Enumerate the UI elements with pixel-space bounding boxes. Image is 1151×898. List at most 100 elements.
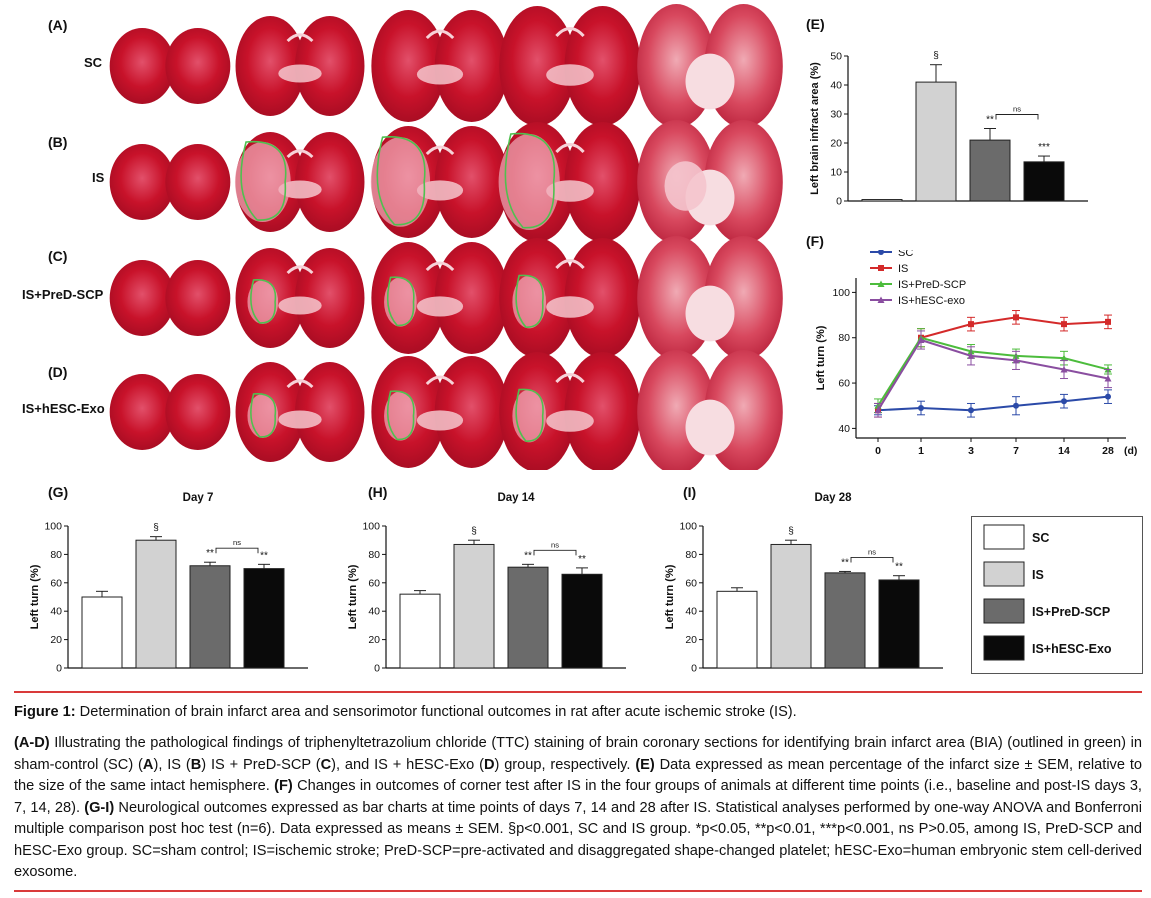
y-axis-label: Left turn (%) [347,564,359,629]
cortex-band [555,373,585,384]
data-point [917,336,925,343]
figure-caption-body: (A-D) Illustrating the pathological find… [14,733,1142,884]
data-point [1012,356,1020,364]
panel-label-c: (C) [48,248,68,264]
y-tick-label: 80 [838,332,850,344]
infarct-outline [386,276,415,327]
significance-mark: ** [986,115,994,126]
y-tick-label: 0 [56,663,62,675]
right-hemisphere [295,362,365,462]
legend-swatch [983,524,1025,550]
row-label-is: IS [92,170,105,185]
series-line [877,336,1109,407]
y-tick-label: 80 [368,549,380,561]
y-tick-label: 40 [50,606,62,618]
significance-mark: § [153,523,159,534]
caption-bold-ref: C [320,756,332,773]
right-hemisphere [165,144,231,220]
x-tick-label: 0 [875,445,881,457]
brainstem [685,399,735,456]
data-point [874,406,882,414]
caption-text: ) group, respectively. [494,756,636,773]
left-hemisphere [109,260,175,336]
significance-mark: § [788,526,794,537]
bar [1023,161,1065,202]
legend-swatch [983,635,1025,661]
x-tick-label: 3 [968,445,974,457]
y-tick-label: 0 [691,663,697,675]
infarct-area [512,389,547,443]
brain-section [498,122,641,242]
significance-mark: § [933,51,939,62]
panel-label-g: (G) [48,484,69,500]
corpus-callosum [278,64,322,83]
panel-label-f: (F) [806,233,824,249]
right-hemisphere [295,248,365,348]
bar [81,596,123,669]
infarct-area [234,142,291,222]
y-tick-label: 0 [374,663,380,675]
data-point [1105,393,1111,400]
legend-label: IS+hESC-Exo [1032,642,1112,656]
bar [507,566,549,669]
corpus-callosum [278,296,322,315]
y-tick-label: 100 [362,521,380,533]
caption-text: ) IS + PreD-SCP ( [201,756,321,773]
y-tick-label: 0 [836,196,842,208]
infarct-outline [376,136,426,226]
left-hemisphere [235,16,305,116]
legend-swatch [983,561,1025,587]
y-tick-label: 20 [368,634,380,646]
bar [861,199,903,202]
y-tick-label: 60 [838,378,850,390]
left-hemisphere [109,28,175,104]
infarct-outline [250,279,277,324]
significance-mark: § [471,526,477,537]
caption-bottom-rule [14,890,1142,892]
y-tick-label: 50 [830,51,842,63]
significance-mark: ** [260,550,268,561]
y-axis-label: Left brain infract area (%) [809,62,821,195]
brain-section [370,126,509,238]
significance-mark: ** [841,557,849,568]
legend-marker [877,296,885,303]
caption-text: Illustrating the pathological findings o… [14,735,1142,773]
infarct-area [664,161,707,211]
data-point [1061,321,1067,328]
brain-section [637,236,783,360]
data-point [1061,398,1067,405]
brain-section [499,352,641,470]
significance-mark: ** [578,554,586,565]
x-tick-label: 28 [1102,445,1114,457]
cortex-band [286,149,314,159]
cortex-band [286,33,314,43]
infarct-area [498,134,560,230]
brain-section [499,238,641,358]
panel-label-i: (I) [683,484,697,500]
brainstem [685,53,735,110]
data-point [1104,375,1112,382]
brain-section [499,6,641,126]
legend-swatch [983,598,1025,624]
infarct-outline [240,140,287,221]
bar [716,590,758,669]
cortex-band [555,27,585,38]
corpus-callosum [546,296,594,318]
chart-title: Day 7 [183,492,214,504]
significance-mark: ** [206,548,214,559]
bar [770,543,812,669]
figure-label: Figure 1: [14,704,76,720]
group-legend: SC IS IS+PreD-SCP IS+hESC-Exo [971,516,1143,674]
infarct-area [384,391,417,441]
panel-label-h: (H) [368,484,388,500]
bar [243,568,285,669]
infarct-outline [250,393,277,438]
cortex-band [286,265,314,275]
left-hemisphere [109,374,175,450]
y-tick-label: 40 [830,80,842,92]
brain-section [109,28,231,104]
cortex-band [425,375,455,386]
legend-label: SC [1032,531,1049,545]
y-tick-label: 100 [832,287,850,299]
right-hemisphere [165,28,231,104]
